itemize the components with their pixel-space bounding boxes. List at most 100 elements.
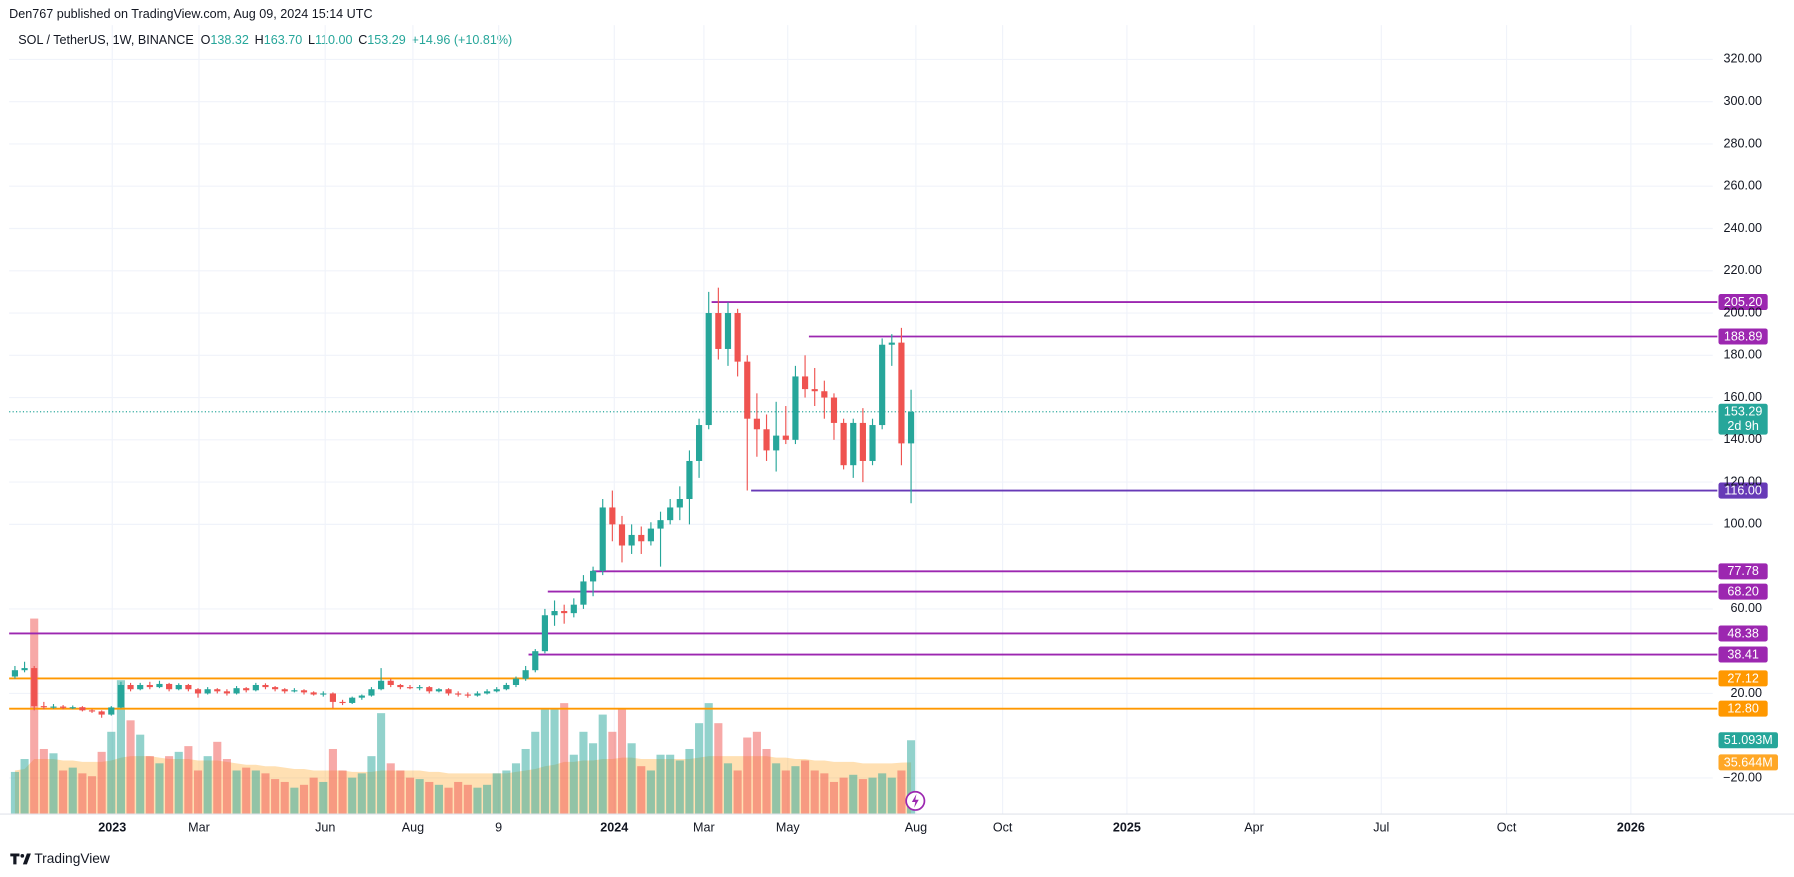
candle-body [898, 342, 905, 444]
candle-body [907, 411, 915, 444]
volume-bar [617, 708, 627, 814]
volume-bar [136, 734, 145, 814]
level-label: 27.12 [1727, 671, 1758, 685]
volume-bar [10, 771, 19, 814]
candle-body [358, 695, 365, 698]
candle-body [599, 507, 606, 571]
x-tick-label: 2024 [600, 821, 628, 835]
volume-bar [858, 779, 867, 814]
candle-body [445, 689, 452, 694]
candle-body [21, 668, 28, 671]
candle-body [580, 581, 587, 605]
x-tick-label: Oct [1497, 821, 1517, 835]
volume-ma-badge [1718, 754, 1778, 771]
candle-body [801, 376, 809, 390]
volume-pane [10, 618, 916, 814]
volume-bar [781, 770, 790, 814]
candle-body [773, 435, 780, 451]
candle-body [734, 313, 741, 362]
volume-bar [897, 770, 906, 814]
candle-body [532, 651, 539, 671]
candle-body [753, 418, 760, 430]
volume-bar [415, 779, 424, 814]
legend-value: 110.00 [315, 34, 353, 48]
volume-bar [454, 781, 463, 814]
volume-bar [589, 743, 598, 814]
volume-bar [213, 741, 222, 814]
volume-bar [232, 770, 241, 814]
y-tick-label: 140.00 [1723, 432, 1761, 446]
candle-body [214, 689, 221, 692]
candle-body [50, 706, 57, 708]
volume-bar [251, 770, 260, 814]
candle-body [329, 693, 337, 702]
volume-bar [608, 731, 617, 814]
candle-body [88, 710, 96, 712]
level-label: 116.00 [1724, 483, 1762, 497]
candle-body [117, 684, 125, 708]
level-label: 12.80 [1727, 702, 1758, 716]
volume-bar [444, 787, 453, 814]
candle-body [194, 689, 202, 694]
volume-bar [155, 763, 164, 814]
level-label: 38.41 [1727, 647, 1758, 661]
candle-body [378, 680, 385, 690]
volume-bar [396, 770, 405, 814]
volume-bar [165, 756, 174, 814]
level-label: 205.20 [1724, 295, 1762, 309]
candle-body [695, 425, 703, 461]
volume-bar [242, 767, 251, 814]
volume-bar [434, 784, 443, 814]
volume-bar [502, 770, 511, 814]
volume-bar [579, 731, 588, 814]
candle-body [676, 499, 683, 508]
candle-body [618, 524, 626, 546]
x-tick-label: 2026 [1617, 821, 1645, 835]
volume-bar [878, 773, 887, 814]
x-tick-label: Mar [693, 821, 715, 835]
volume-bar [145, 756, 154, 814]
candle-body [493, 689, 500, 692]
y-tick-label: 240.00 [1723, 221, 1761, 235]
x-tick-label: Oct [993, 821, 1013, 835]
volume-bar [704, 703, 713, 814]
volume-bar [290, 787, 299, 814]
candle-body [782, 435, 789, 440]
volume-ma-label: 35.644M [1724, 755, 1773, 769]
x-tick-label: May [776, 821, 800, 835]
volume-bar [78, 773, 87, 814]
volume-bar [752, 731, 761, 814]
candle-body [561, 611, 568, 614]
candle-body [638, 534, 645, 542]
volume-badge [1718, 732, 1778, 749]
volume-bar [492, 773, 501, 814]
y-tick-label: 280.00 [1723, 136, 1761, 150]
volume-bar [319, 781, 328, 814]
volume-bar [772, 763, 781, 814]
legend-value: 163.70 [264, 34, 302, 48]
volume-bar [656, 754, 665, 814]
volume-label: 51.093M [1724, 733, 1773, 747]
candle-body [406, 687, 414, 689]
x-tick-label: Jun [315, 821, 335, 835]
candle-body [339, 701, 346, 704]
author-line: Den767 published on TradingView.com, Aug… [9, 7, 372, 21]
candle-body [869, 425, 876, 461]
volume-bar [386, 763, 395, 814]
volume-bar [49, 753, 58, 814]
candle-body [503, 684, 510, 690]
legend: SOL / TetherUS, 1W, BINANCE O138.32 H163.7… [18, 34, 512, 48]
candle-body [715, 313, 722, 349]
candle-body [474, 693, 481, 696]
candle-body [830, 397, 838, 423]
candle-body [204, 689, 211, 694]
volume-bar [743, 737, 752, 814]
candle-body [127, 684, 134, 690]
candle-body [435, 689, 442, 692]
alert-icon [905, 790, 926, 811]
candle-body [310, 692, 317, 695]
candle-body [859, 422, 866, 461]
level-badge [1718, 625, 1768, 642]
y-tick-label: 220.00 [1723, 263, 1761, 277]
